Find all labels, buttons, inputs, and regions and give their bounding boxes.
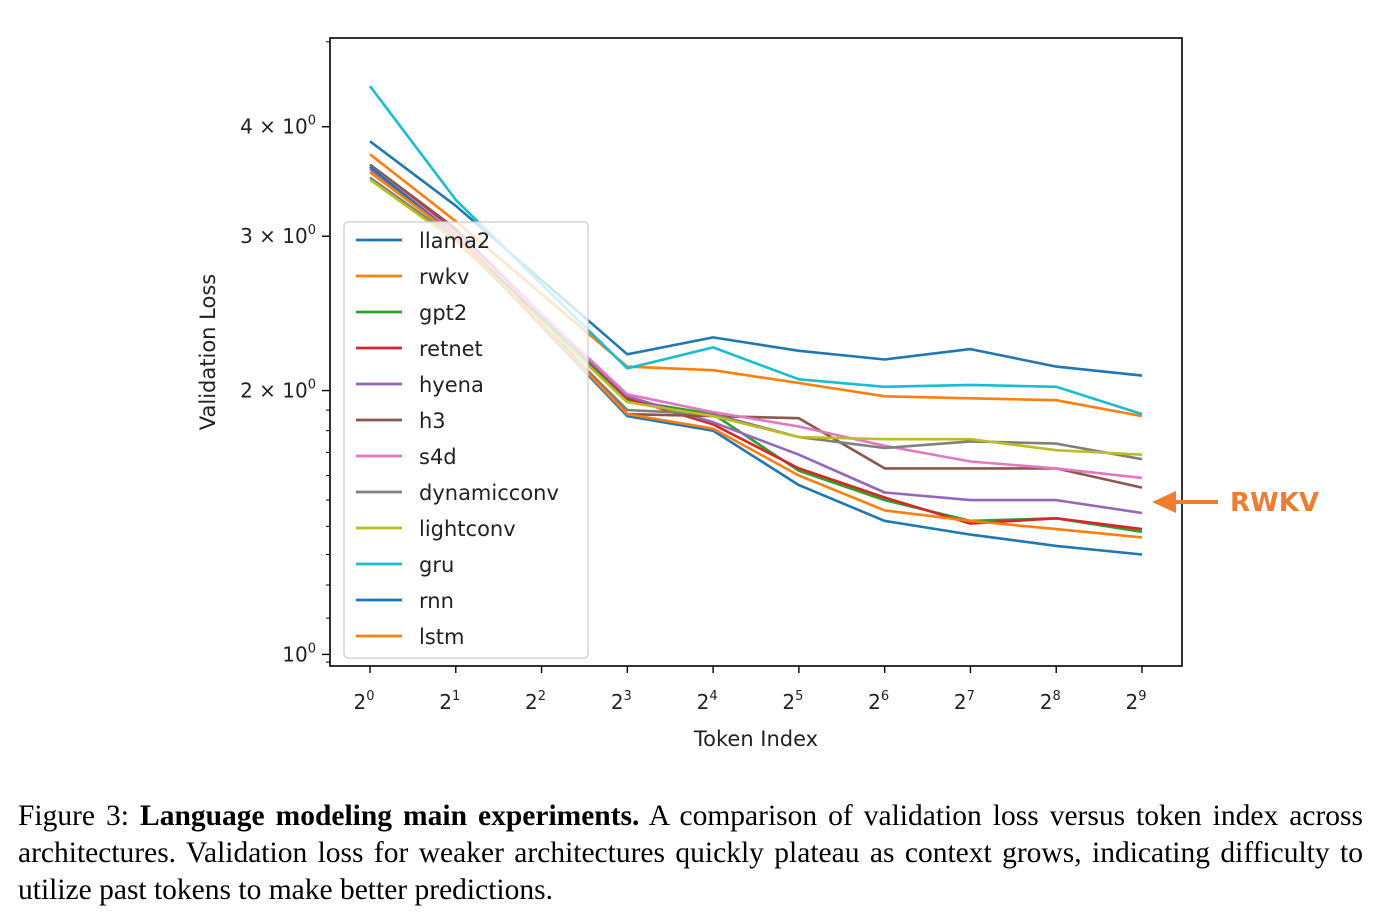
- legend-label-gru: gru: [419, 553, 454, 577]
- legend-label-h3: h3: [419, 409, 446, 433]
- caption-body: A comparison of validation loss versus t…: [18, 800, 1363, 906]
- x-tick-label: 20: [353, 689, 374, 714]
- y-tick-label: 100: [282, 641, 316, 666]
- legend-label-dynamicconv: dynamicconv: [419, 481, 559, 505]
- annotation-arrow-head: [1152, 491, 1176, 513]
- legend-label-llama2: llama2: [419, 229, 490, 253]
- legend-label-s4d: s4d: [419, 445, 457, 469]
- caption-label: Figure 3:: [18, 800, 129, 832]
- y-axis-ticks: 100 2 × 100 3 × 100 4 × 100: [240, 41, 330, 666]
- y-axis-label: Validation Loss: [196, 274, 220, 430]
- x-tick-label: 29: [1125, 689, 1146, 714]
- legend-label-gpt2: gpt2: [419, 301, 467, 325]
- legend-label-rnn: rnn: [419, 589, 454, 613]
- y-tick-label: 2 × 100: [240, 378, 316, 403]
- legend-label-hyena: hyena: [419, 373, 484, 397]
- x-tick-label: 28: [1040, 689, 1061, 714]
- rwkv-annotation: RWKV: [1152, 488, 1319, 518]
- legend-label-rwkv: rwkv: [419, 265, 469, 289]
- x-axis-label: Token Index: [693, 727, 818, 751]
- x-tick-label: 22: [525, 689, 546, 714]
- x-tick-label: 25: [782, 689, 803, 714]
- legend: llama2 rwkv gpt2 retnet hyena h3 s4d dynamiccon…: [343, 221, 589, 659]
- x-tick-label: 27: [954, 689, 975, 714]
- x-tick-label: 26: [868, 689, 889, 714]
- y-tick-label: 3 × 100: [240, 223, 316, 248]
- plot-frame: [329, 37, 1183, 667]
- x-tick-label: 23: [611, 689, 632, 714]
- line-chart: 20 21 22 23 24 25 26 27 28 29 100 2 × 100 3 × 100 4 …: [196, 37, 1319, 751]
- x-tick-label: 21: [439, 689, 460, 714]
- y-tick-label: 4 × 100: [240, 114, 316, 139]
- annotation-label: RWKV: [1230, 488, 1319, 518]
- figure-caption: Figure 3: Language modeling main experim…: [18, 798, 1363, 909]
- legend-label-lstm: lstm: [419, 625, 464, 649]
- x-tick-label: 24: [697, 689, 718, 714]
- legend-box: [343, 221, 589, 659]
- x-axis-ticks: 20 21 22 23 24 25 26 27 28 29: [353, 666, 1147, 714]
- legend-label-retnet: retnet: [419, 337, 483, 361]
- legend-label-lightconv: lightconv: [419, 517, 516, 541]
- caption-title: Language modeling main experiments.: [140, 800, 640, 832]
